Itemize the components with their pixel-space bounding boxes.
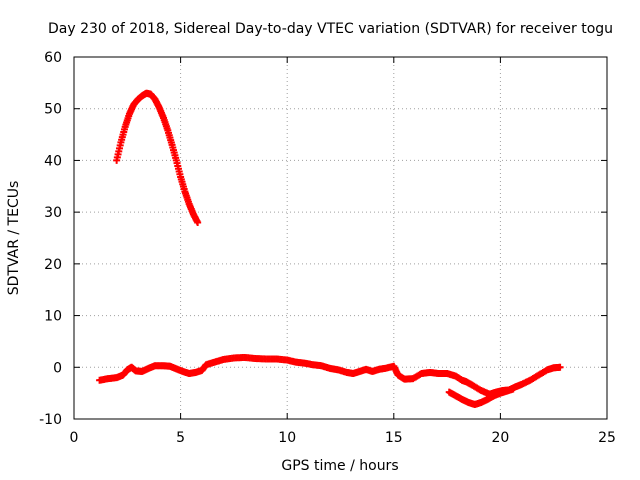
data-point xyxy=(556,363,564,371)
x-tick-label: 10 xyxy=(278,430,296,446)
y-tick-label: 30 xyxy=(44,205,62,221)
y-tick-label: 10 xyxy=(44,309,62,325)
y-tick-label: 50 xyxy=(44,102,62,118)
chart-title: Day 230 of 2018, Sidereal Day-to-day VTE… xyxy=(48,21,613,37)
x-tick-label: 20 xyxy=(491,430,509,446)
data-point xyxy=(194,218,202,226)
ticks: 0 5 10 15 20 25 -10 0 10 20 30 40 50 60 xyxy=(39,50,616,446)
data-series xyxy=(96,353,564,398)
x-tick-label: 25 xyxy=(598,430,616,446)
data-series xyxy=(445,385,517,409)
y-tick-label: 40 xyxy=(44,153,62,169)
plot-frame xyxy=(73,56,608,420)
series-layer xyxy=(96,89,564,409)
x-tick-label: 15 xyxy=(385,430,403,446)
x-tick-label: 0 xyxy=(70,430,79,446)
y-tick-label: 60 xyxy=(44,50,62,66)
x-tick-label: 5 xyxy=(176,430,185,446)
y-tick-label: 20 xyxy=(44,257,62,273)
y-tick-label: -10 xyxy=(39,412,62,428)
data-point xyxy=(509,385,517,393)
y-axis-label: SDTVAR / TECUs xyxy=(6,181,22,296)
y-tick-label: 0 xyxy=(53,360,62,376)
data-series xyxy=(113,89,202,226)
x-axis-label: GPS time / hours xyxy=(281,458,398,474)
